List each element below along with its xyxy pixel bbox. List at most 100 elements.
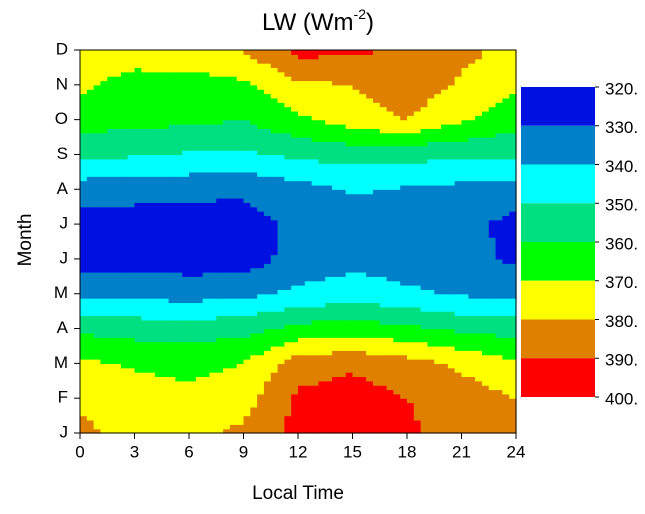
contour-patch: [243, 215, 251, 221]
contour-patch: [223, 324, 231, 330]
contour-patch: [250, 376, 258, 382]
contour-patch: [243, 276, 251, 282]
contour-patch: [134, 419, 142, 425]
contour-patch: [223, 237, 231, 243]
contour-patch: [270, 232, 279, 238]
contour-patch: [509, 376, 517, 382]
contour-patch: [148, 145, 156, 151]
contour-patch: [379, 237, 388, 243]
contour-patch: [236, 141, 245, 147]
contour-patch: [502, 176, 510, 182]
contour-patch: [114, 276, 122, 282]
contour-patch: [263, 406, 272, 412]
contour-patch: [127, 402, 136, 408]
contour-patch: [434, 119, 442, 125]
contour-patch: [441, 145, 449, 151]
contour-patch: [359, 298, 367, 304]
contour-patch: [161, 367, 170, 373]
contour-patch: [359, 137, 367, 142]
contour-patch: [366, 137, 374, 142]
contour-patch: [461, 419, 469, 425]
contour-patch: [400, 276, 408, 282]
contour-patch: [338, 158, 347, 164]
contour-patch: [495, 376, 503, 382]
contour-patch: [236, 328, 245, 334]
contour-patch: [229, 363, 238, 369]
contour-patch: [277, 189, 285, 195]
contour-patch: [236, 245, 245, 251]
contour-patch: [209, 419, 217, 425]
contour-patch: [386, 372, 394, 378]
contour-patch: [434, 385, 442, 391]
contour-patch: [202, 180, 211, 186]
contour-patch: [154, 84, 163, 90]
contour-patch: [372, 254, 381, 260]
contour-patch: [182, 245, 190, 251]
contour-patch: [379, 119, 388, 125]
contour-patch: [277, 389, 285, 395]
contour-patch: [257, 263, 265, 269]
contour-patch: [502, 245, 510, 251]
contour-patch: [454, 406, 463, 412]
contour-patch: [263, 189, 272, 195]
contour-patch: [318, 211, 326, 216]
contour-patch: [114, 363, 122, 369]
contour-patch: [229, 123, 238, 129]
contour-patch: [298, 132, 306, 138]
contour-patch: [420, 241, 429, 247]
contour-patch: [216, 419, 224, 425]
contour-patch: [257, 293, 265, 299]
contour-patch: [223, 393, 231, 399]
contour-patch: [407, 263, 415, 269]
contour-patch: [420, 219, 429, 225]
contour-patch: [93, 184, 102, 190]
contour-patch: [345, 97, 354, 103]
contour-patch: [298, 363, 306, 369]
contour-patch: [263, 145, 272, 151]
contour-patch: [154, 141, 163, 147]
contour-patch: [400, 258, 408, 264]
contour-patch: [80, 332, 88, 338]
contour-patch: [434, 372, 442, 378]
contour-patch: [236, 363, 245, 369]
contour-patch: [270, 219, 279, 225]
contour-patch: [270, 237, 279, 243]
contour-patch: [488, 180, 497, 186]
contour-patch: [243, 298, 251, 304]
contour-patch: [168, 350, 176, 356]
contour-patch: [434, 363, 442, 369]
contour-patch: [481, 232, 490, 238]
contour-patch: [427, 315, 435, 321]
contour-patch: [509, 289, 517, 295]
contour-patch: [427, 189, 435, 195]
contour-patch: [141, 206, 149, 212]
contour-patch: [332, 145, 340, 151]
contour-patch: [93, 328, 102, 334]
contour-patch: [223, 271, 231, 277]
contour-patch: [229, 341, 238, 347]
contour-patch: [488, 219, 497, 225]
contour-patch: [250, 84, 258, 90]
contour-patch: [291, 411, 299, 417]
contour-patch: [393, 241, 401, 247]
contour-patch: [420, 372, 429, 378]
contour-patch: [195, 341, 204, 347]
contour-patch: [209, 202, 217, 208]
contour-patch: [291, 180, 299, 186]
contour-patch: [447, 245, 456, 251]
contour-patch: [400, 176, 408, 182]
contour-cell: [298, 398, 354, 434]
contour-patch: [189, 241, 197, 247]
contour-patch: [161, 280, 170, 286]
contour-patch: [202, 271, 211, 277]
contour-patch: [154, 411, 163, 417]
contour-patch: [488, 337, 497, 343]
contour-patch: [393, 376, 401, 382]
contour-patch: [413, 302, 422, 308]
contour-patch: [298, 315, 306, 321]
contour-patch: [86, 324, 95, 330]
contour-patch: [359, 350, 367, 356]
contour-patch: [284, 110, 292, 116]
contour-patch: [229, 115, 238, 121]
contour-patch: [148, 419, 156, 425]
